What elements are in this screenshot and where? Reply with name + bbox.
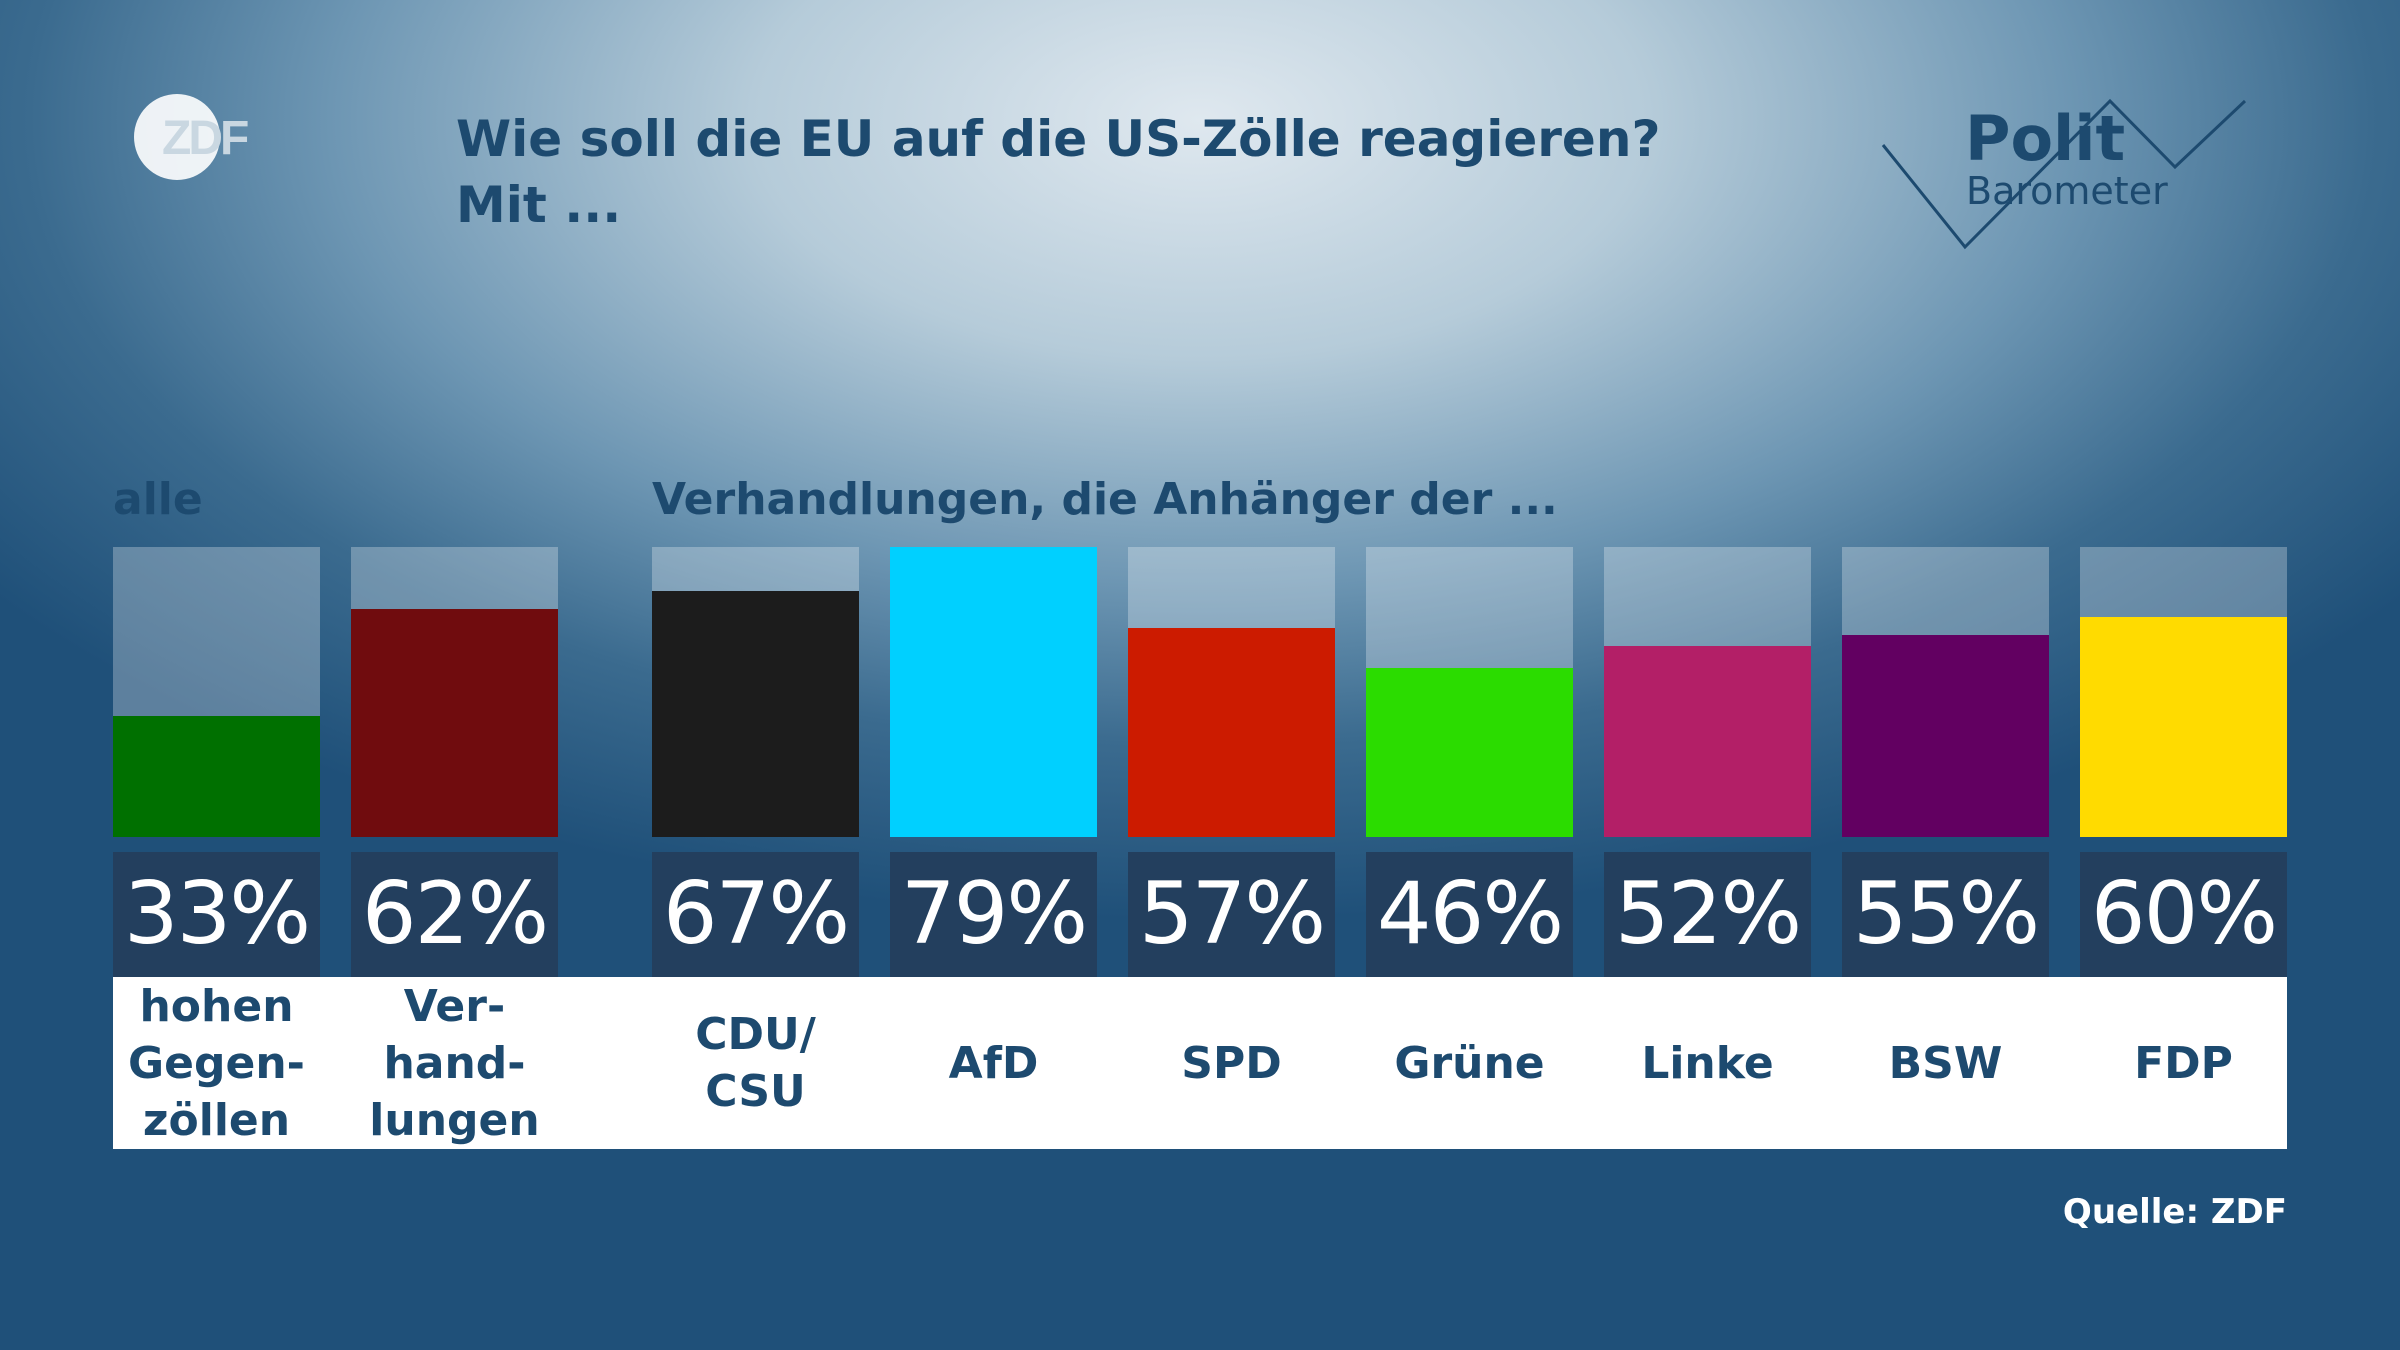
- category-label: SPD: [1181, 1037, 1282, 1089]
- section-label-parties: Verhandlungen, die Anhänger der ...: [652, 474, 1558, 525]
- politbarometer-logo: [1875, 95, 2255, 255]
- category-label: FDP: [2134, 1037, 2233, 1089]
- chart-title: Wie soll die EU auf die US-Zölle reagier…: [456, 106, 1756, 238]
- bar-track: [1604, 547, 1811, 837]
- category-label: hohen Gegen- zöllen: [128, 980, 305, 1146]
- value-label: 79%: [890, 852, 1097, 977]
- value-label: 67%: [652, 852, 859, 977]
- category-label: CDU/ CSU: [695, 1009, 816, 1117]
- svg-text:ZDF: ZDF: [162, 112, 248, 165]
- zdf-logo: ZDF: [112, 92, 272, 182]
- section-label-all: alle: [113, 474, 203, 525]
- bar: [1842, 635, 2049, 837]
- bar-track: [1128, 547, 1335, 837]
- value-label: 62%: [351, 852, 558, 977]
- bar: [652, 591, 859, 837]
- category-label: Grüne: [1394, 1037, 1545, 1089]
- bar-track: [1842, 547, 2049, 837]
- politbarometer-logo-top: Polit: [1965, 102, 2126, 175]
- category-label: Linke: [1641, 1037, 1774, 1089]
- value-label: 55%: [1842, 852, 2049, 977]
- title-line-1: Wie soll die EU auf die US-Zölle reagier…: [456, 110, 1661, 168]
- politbarometer-logo-bottom: Barometer: [1966, 169, 2168, 213]
- bar-track: [351, 547, 558, 837]
- bar-track: [652, 547, 859, 837]
- value-label: 46%: [1366, 852, 1573, 977]
- title-line-2: Mit ...: [456, 176, 622, 234]
- value-label: 57%: [1128, 852, 1335, 977]
- bar-track: [1366, 547, 1573, 837]
- category-label: Ver- hand- lungen: [369, 980, 540, 1146]
- bar: [1366, 668, 1573, 837]
- bar-track: [113, 547, 320, 837]
- bar: [113, 716, 320, 837]
- value-label: 33%: [113, 852, 320, 977]
- bar: [351, 609, 558, 837]
- value-label: 60%: [2080, 852, 2287, 977]
- bar-track: [890, 547, 1097, 837]
- bar: [890, 547, 1097, 837]
- bar: [2080, 617, 2287, 837]
- bar: [1604, 646, 1811, 837]
- category-label: AfD: [948, 1037, 1039, 1089]
- category-label-strip: [113, 977, 2287, 1149]
- value-label: 52%: [1604, 852, 1811, 977]
- bar-track: [2080, 547, 2287, 837]
- category-label: BSW: [1888, 1037, 2003, 1089]
- source-note: Quelle: ZDF: [2062, 1192, 2287, 1232]
- bar: [1128, 628, 1335, 837]
